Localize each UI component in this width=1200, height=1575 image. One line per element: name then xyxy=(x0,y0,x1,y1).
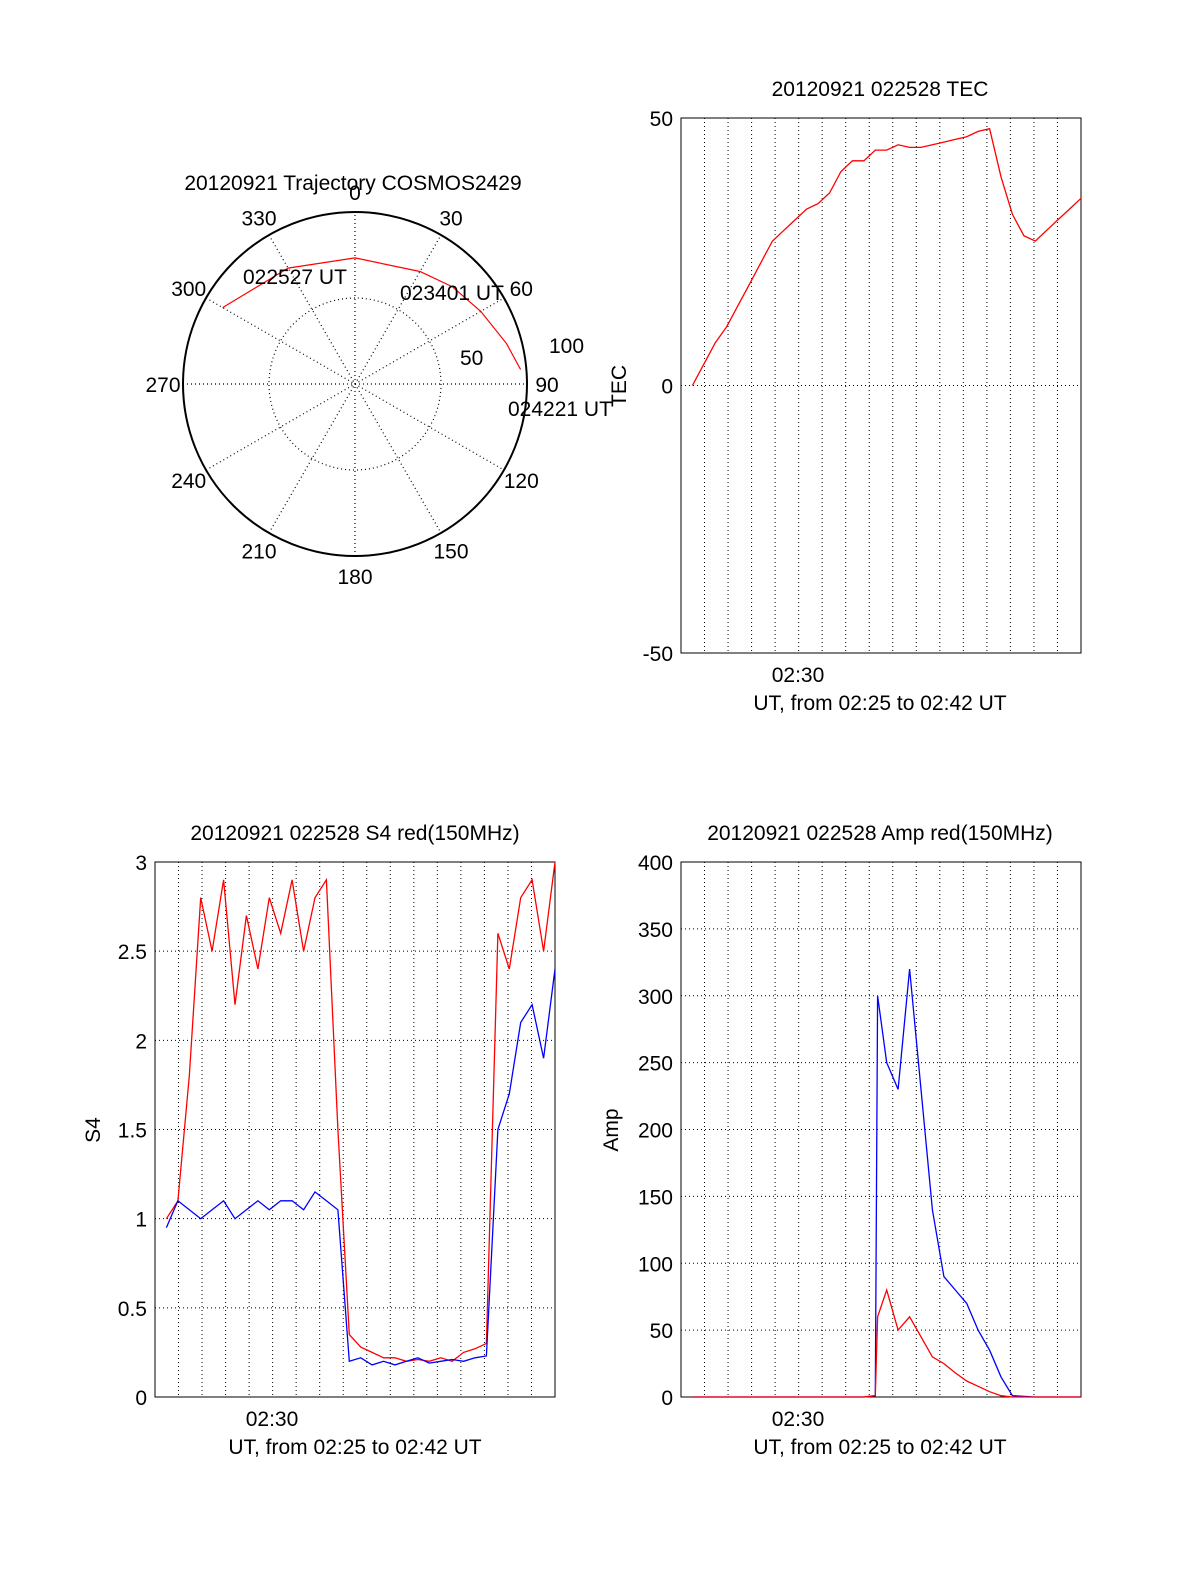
radius-label-50: 50 xyxy=(460,347,483,370)
amp-panel: 20120921 022528 Amp red(150MHz) 400 350 30… xyxy=(600,822,1082,1459)
polar-angle-label: 150 xyxy=(433,540,468,563)
s4-series xyxy=(165,861,556,1366)
polar-angle-label: 330 xyxy=(241,208,276,231)
s4-y-tick-label: 3 xyxy=(135,852,147,875)
annotation-start: 022527 UT xyxy=(243,266,347,289)
amp-series-blue-line xyxy=(692,968,1081,1398)
polar-angle-label: 120 xyxy=(504,470,539,493)
s4-panel: 20120921 022528 S4 red(150MHz) 3 2.5 2 1.5 1… xyxy=(82,822,556,1459)
polar-spoke xyxy=(268,234,442,534)
s4-y-tick-label: 0 xyxy=(135,1387,147,1410)
s4-x-tick-0230: 02:30 xyxy=(246,1408,299,1431)
polar-title: 20120921 Trajectory COSMOS2429 xyxy=(184,172,521,195)
annotation-mid: 023401 UT xyxy=(400,282,504,305)
tec-title: 20120921 022528 TEC xyxy=(772,78,989,101)
amp-y-tick-label: 150 xyxy=(638,1186,673,1209)
s4-y-tick-label: 1.5 xyxy=(118,1120,147,1143)
trajectory-line xyxy=(222,257,522,370)
tec-series-0-line xyxy=(691,127,1082,386)
s4-y-tick-label: 1 xyxy=(135,1209,147,1232)
s4-title: 20120921 022528 S4 red(150MHz) xyxy=(190,822,519,845)
polar-angle-label: 240 xyxy=(171,470,206,493)
amp-y-ticks: 400 350 300 250 200 150 100 50 0 xyxy=(638,852,673,1410)
s4-series-blue-line xyxy=(165,968,556,1366)
radius-label-100: 100 xyxy=(549,335,584,358)
s4-grid xyxy=(155,862,555,1397)
amp-x-tick-0230: 02:30 xyxy=(772,1408,825,1431)
polar-angle-label: 210 xyxy=(241,540,276,563)
s4-y-tick-label: 0.5 xyxy=(118,1298,147,1321)
s4-ylabel: S4 xyxy=(82,1117,105,1143)
amp-y-tick-label: 0 xyxy=(661,1387,673,1410)
amp-y-tick-label: 400 xyxy=(638,852,673,875)
tec-x-tick-0230: 02:30 xyxy=(772,664,825,687)
amp-y-tick-label: 100 xyxy=(638,1253,673,1276)
amp-y-tick-label: 50 xyxy=(650,1320,673,1343)
polar-angle-label: 270 xyxy=(145,374,180,397)
s4-xlabel: UT, from 02:25 to 02:42 UT xyxy=(228,1436,481,1459)
amp-series-red-line xyxy=(692,1287,1081,1398)
polar-angle-label: 300 xyxy=(171,278,206,301)
s4-series-red-line xyxy=(165,861,556,1363)
polar-angle-labels: 0 30 60 90 120 150 180 210 240 270 300 330 xyxy=(145,182,558,589)
tec-ylabel: TEC xyxy=(608,365,631,407)
tec-y-tick-label: -50 xyxy=(643,643,673,666)
amp-y-tick-label: 350 xyxy=(638,919,673,942)
tec-grid xyxy=(681,118,1081,653)
amp-y-tick-label: 200 xyxy=(638,1120,673,1143)
tec-y-tick-label: 0 xyxy=(661,376,673,399)
polar-angle-label: 30 xyxy=(439,208,462,231)
amp-title: 20120921 022528 Amp red(150MHz) xyxy=(707,822,1053,845)
polar-angle-label: 0 xyxy=(349,182,361,205)
polar-grid xyxy=(182,211,528,557)
s4-y-ticks: 3 2.5 2 1.5 1 0.5 0 xyxy=(118,852,147,1410)
trajectory-polar-panel: 20120921 Trajectory COSMOS2429 0 30 60 90 12… xyxy=(145,172,612,589)
amp-xlabel: UT, from 02:25 to 02:42 UT xyxy=(753,1436,1006,1459)
amp-ylabel: Amp xyxy=(600,1108,623,1151)
tec-panel: 20120921 022528 TEC 50 0 -50 02:30 UT, fro… xyxy=(608,78,1082,715)
annotation-end: 024221 UT xyxy=(508,398,612,421)
polar-angle-label: 180 xyxy=(337,566,372,589)
amp-y-tick-label: 250 xyxy=(638,1053,673,1076)
tec-series xyxy=(691,127,1082,386)
amp-y-tick-label: 300 xyxy=(638,986,673,1009)
tec-y-tick-label: 50 xyxy=(650,108,673,131)
s4-y-tick-label: 2 xyxy=(135,1030,147,1053)
polar-angle-label: 90 xyxy=(535,374,558,397)
amp-series xyxy=(692,968,1081,1398)
polar-angle-label: 60 xyxy=(510,278,533,301)
s4-y-tick-label: 2.5 xyxy=(118,941,147,964)
polar-inner-circle xyxy=(268,297,442,471)
amp-grid xyxy=(681,862,1081,1397)
tec-y-ticks: 50 0 -50 xyxy=(643,108,673,666)
tec-xlabel: UT, from 02:25 to 02:42 UT xyxy=(753,692,1006,715)
